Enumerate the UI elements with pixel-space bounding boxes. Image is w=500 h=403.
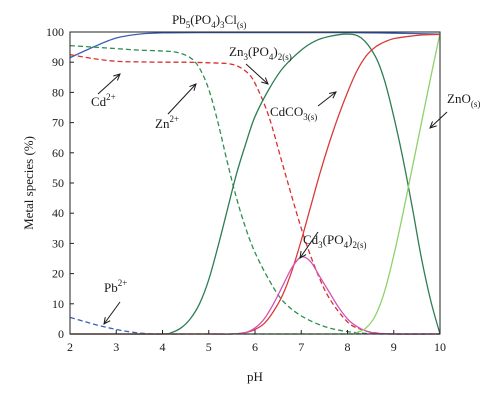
- annotation-pb2: Pb2+: [104, 278, 127, 295]
- annotation-cdco3: CdCO3(s): [270, 104, 317, 122]
- y-tick-label: 90: [52, 55, 64, 69]
- x-tick-label: 5: [206, 340, 212, 354]
- x-axis-title: pH: [247, 369, 263, 384]
- y-tick-label: 40: [52, 206, 64, 220]
- annotation-zno: ZnO(s): [447, 91, 480, 109]
- series-line-pb5po43cl: [69, 31, 441, 59]
- annotation-arrows: [97, 63, 448, 325]
- y-tick-label: 0: [58, 327, 64, 341]
- series-annotations: Pb5(PO4)3Cl(s) Zn3(PO4)2(s) Cd2+ Zn2+ CdCO3(…: [91, 12, 480, 295]
- x-tick-label: 6: [252, 340, 258, 354]
- y-tick-label: 10: [52, 297, 64, 311]
- y-tick-label: 20: [52, 267, 64, 281]
- x-tick-label: 7: [298, 340, 304, 354]
- x-tick-label: 3: [113, 340, 119, 354]
- arrow-cdco3: [317, 91, 337, 107]
- annotation-cd2: Cd2+: [91, 92, 116, 109]
- annotation-cd3: Cd3(PO4)2(s): [303, 232, 366, 250]
- arrow-pb2: [103, 301, 121, 325]
- x-tick-label: 8: [345, 340, 351, 354]
- arrow-cd3: [299, 231, 319, 259]
- x-tick-label: 2: [67, 340, 73, 354]
- plot-frame: [69, 31, 441, 335]
- y-tick-label: 70: [52, 116, 64, 130]
- arrow-cd2: [97, 73, 121, 95]
- y-tick-label: 30: [52, 236, 64, 250]
- y-tick-label: 60: [52, 146, 64, 160]
- series-line-zn3po42: [70, 33, 441, 335]
- x-tick-label: 9: [391, 340, 397, 354]
- annotation-zn2: Zn2+: [155, 114, 179, 131]
- series-line-zn2: [69, 44, 441, 335]
- y-tick-label: 50: [52, 176, 64, 190]
- x-tick-label: 10: [434, 340, 446, 354]
- y-tick-label: 80: [52, 85, 64, 99]
- axis-ticks: [69, 31, 441, 335]
- series-line-cd3po42: [70, 256, 441, 335]
- arrow-zn3: [245, 63, 269, 85]
- series-lines: [69, 31, 441, 335]
- arrow-zn2: [167, 83, 197, 115]
- annotation-zn3: Zn3(PO4)2(s): [229, 44, 292, 62]
- y-axis-title: Metal species (%): [21, 136, 36, 230]
- series-line-pb2: [69, 316, 440, 335]
- y-tick-label: 100: [46, 25, 64, 39]
- annotation-pb5: Pb5(PO4)3Cl(s): [172, 12, 246, 30]
- x-tick-label: 4: [160, 340, 166, 354]
- arrow-zno: [429, 111, 448, 129]
